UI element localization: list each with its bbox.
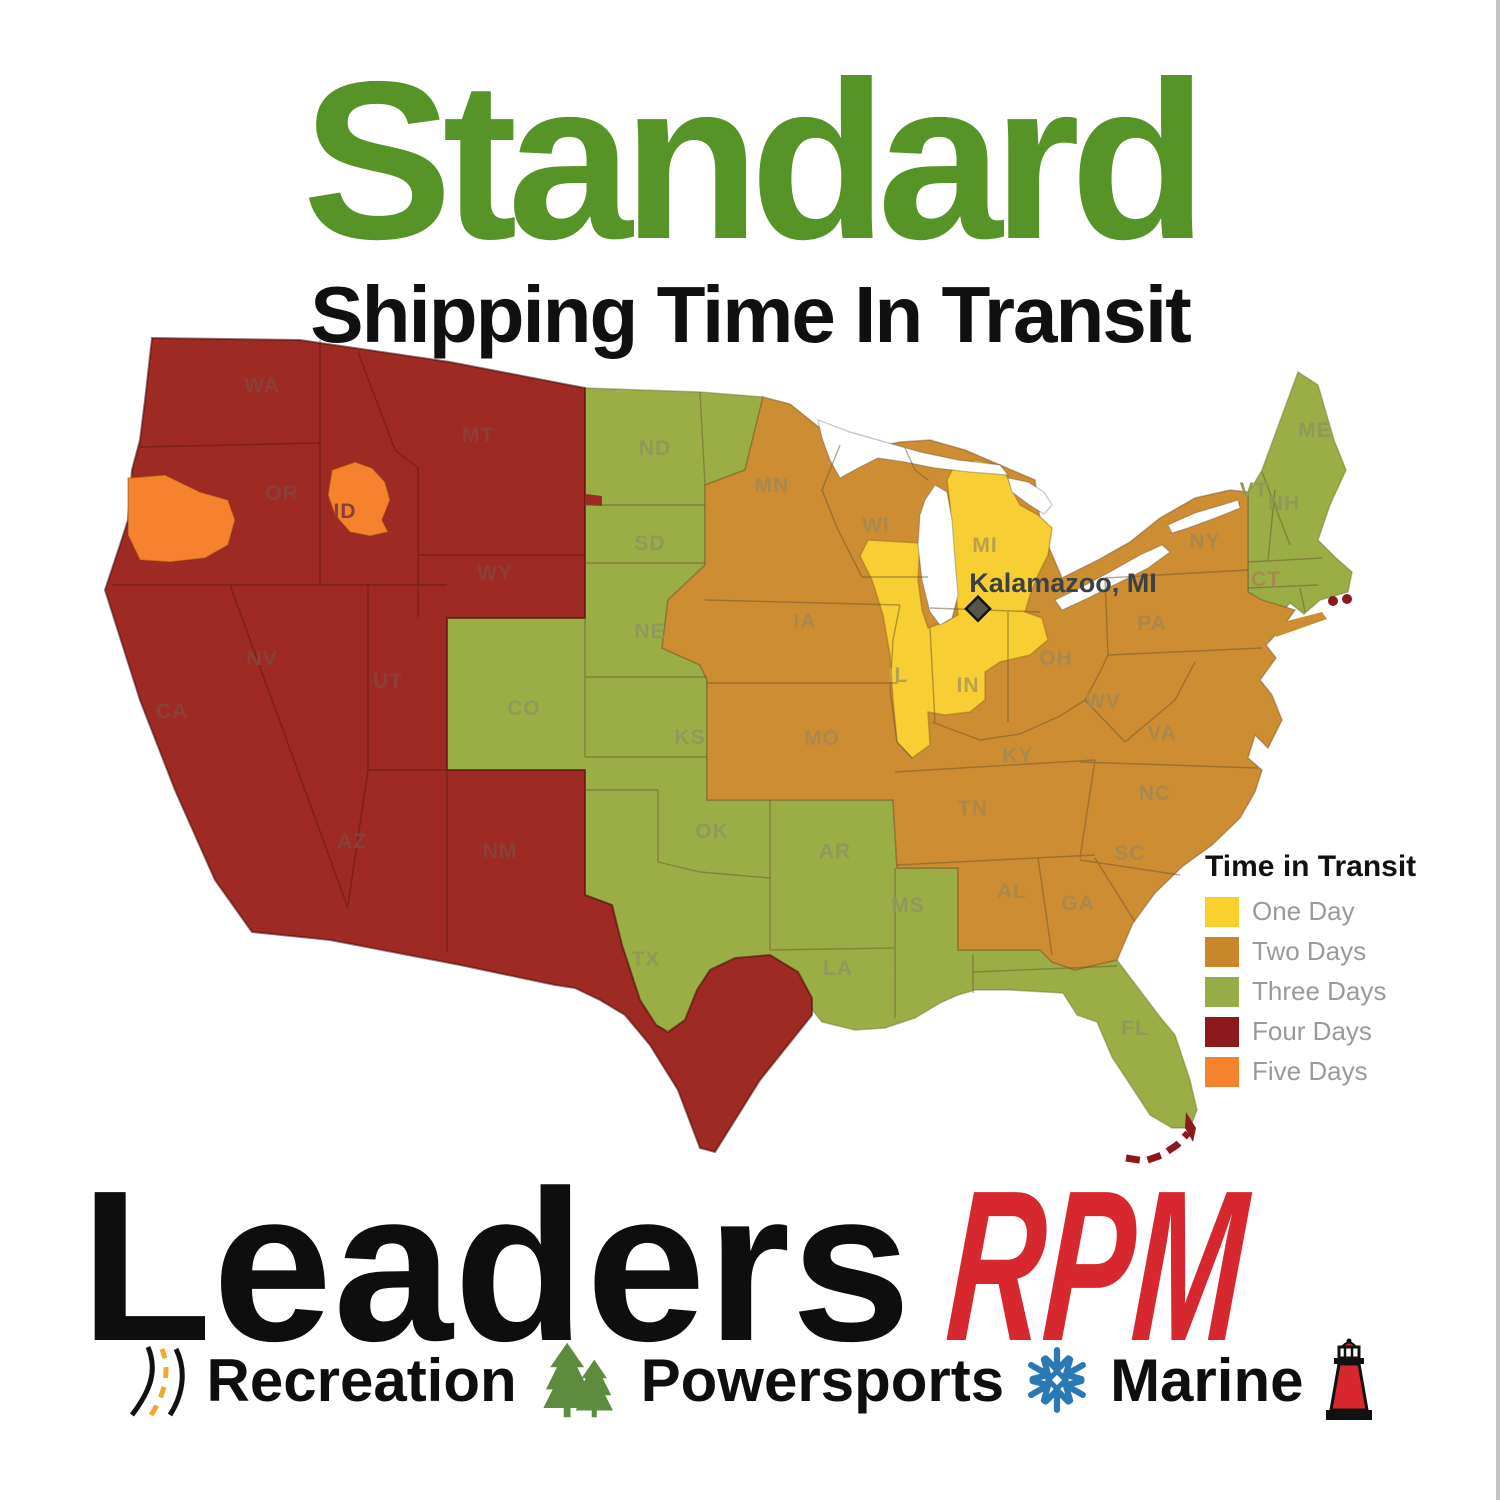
state-label-mi: MI: [972, 534, 997, 557]
right-edge-bar: [1496, 0, 1500, 1500]
legend-item: Five Days: [1205, 1056, 1495, 1087]
state-label-va: VA: [1147, 722, 1177, 745]
legend-swatch: [1205, 936, 1239, 967]
legend-label: Four Days: [1252, 1016, 1372, 1046]
state-label-me: ME: [1298, 419, 1332, 442]
state-label-ar: AR: [819, 840, 851, 863]
tagline-powersports: Powersports: [640, 1346, 1005, 1414]
state-label-id: ID: [334, 500, 357, 523]
state-label-nd: ND: [639, 437, 671, 460]
title-block: Standard Shipping Time In Transit: [0, 48, 1500, 355]
state-label-nm: NM: [483, 840, 518, 863]
state-label-tn: TN: [958, 797, 988, 820]
state-borders-east: [584, 391, 1323, 1018]
state-label-al: AL: [997, 880, 1027, 903]
nantucket-island: [1342, 594, 1352, 604]
lake-michigan: [917, 484, 959, 626]
zone-four-days: [103, 336, 813, 1154]
state-label-tx: TX: [632, 948, 661, 971]
legend-items: One Day Two Days Three Days Four Days Five D…: [1205, 896, 1495, 1087]
state-label-la: LA: [823, 957, 853, 980]
pine-trees-icon: [543, 1342, 613, 1418]
state-label-oh: OH: [1039, 647, 1073, 670]
brand-company: Leaders: [80, 1145, 912, 1386]
legend: Time in Transit One Day Two Days Three Day…: [1205, 850, 1495, 1096]
legend-label: Five Days: [1252, 1056, 1368, 1086]
state-label-or: OR: [265, 482, 299, 505]
brand-logo: Leaders RPM: [0, 1145, 1500, 1386]
lighthouse-icon: [1326, 1338, 1373, 1420]
legend-swatch: [1205, 1056, 1239, 1087]
lake-ontario: [1167, 499, 1241, 534]
state-label-mo: MO: [804, 727, 840, 750]
legend-item: Two Days: [1205, 936, 1495, 967]
state-label-ks: KS: [674, 726, 705, 749]
legend-label: One Day: [1252, 896, 1355, 926]
origin-marker-diamond: [964, 594, 992, 623]
brand-tagline: Recreation Powersports Marine: [0, 1338, 1500, 1422]
state-label-ca: CA: [156, 700, 188, 723]
legend-item: Three Days: [1205, 976, 1495, 1007]
title-subtitle: Shipping Time In Transit: [310, 270, 1192, 359]
state-label-il: IL: [888, 664, 909, 687]
zone-two-days-long-island: [1272, 612, 1327, 637]
origin-label: Kalamazoo, MI: [969, 568, 1157, 598]
lake-huron: [1007, 477, 1053, 515]
state-label-wy: WY: [477, 562, 513, 585]
state-label-nv: NV: [246, 647, 277, 670]
road-icon: [129, 1346, 185, 1417]
legend-item: One Day: [1205, 896, 1495, 927]
state-label-pa: PA: [1137, 612, 1167, 635]
state-label-wi: WI: [862, 514, 890, 537]
state-label-in: IN: [957, 674, 980, 697]
zone-four-days-nd-notch: [586, 494, 602, 506]
tagline-recreation: Recreation: [206, 1346, 517, 1414]
state-label-sd: SD: [634, 532, 665, 555]
state-label-ut: UT: [373, 670, 403, 693]
zone-five-days-idaho: [327, 461, 391, 537]
state-labels-group: WA MT OR ID WY NV UT CA AZ NM ND SD NE KS CO OK TX AR LA MS…: [156, 374, 1332, 1040]
state-label-co: CO: [507, 697, 541, 720]
marthas-vineyard-island: [1328, 596, 1338, 606]
legend-swatch: [1205, 896, 1239, 927]
legend-item: Four Days: [1205, 1016, 1495, 1047]
state-label-sc: SC: [1114, 842, 1145, 865]
state-label-nh: NH: [1268, 492, 1300, 515]
miami-coast-sliver: [1185, 1112, 1196, 1142]
title-main: Standard: [302, 34, 1207, 286]
florida-keys: [1125, 1130, 1191, 1165]
lake-superior: [817, 419, 1010, 479]
zone-five-days-oregon: [127, 474, 236, 563]
state-label-mn: MN: [755, 474, 790, 497]
state-label-fl: FL: [1121, 1017, 1149, 1040]
state-label-ne: NE: [634, 620, 665, 643]
state-label-az: AZ: [337, 830, 367, 853]
legend-label: Two Days: [1252, 936, 1367, 966]
tagline-marine: Marine: [1110, 1346, 1304, 1414]
state-label-ga: GA: [1061, 892, 1095, 915]
state-label-ky: KY: [1002, 744, 1033, 767]
legend-swatch: [1205, 976, 1239, 1007]
state-borders-west: [112, 340, 585, 952]
state-label-mt: MT: [462, 424, 494, 447]
state-label-ny: NY: [1189, 530, 1220, 553]
legend-label: Three Days: [1252, 976, 1387, 1006]
legend-swatch: [1205, 1016, 1239, 1047]
legend-title: Time in Transit: [1205, 850, 1417, 883]
state-label-ms: MS: [891, 894, 925, 917]
state-label-ok: OK: [695, 820, 729, 843]
state-label-vt: VT: [1240, 479, 1269, 502]
snowflake-icon: [1028, 1347, 1087, 1413]
state-label-ct: CT: [1251, 568, 1281, 591]
state-label-ia: IA: [794, 610, 817, 633]
state-label-wa: WA: [244, 374, 280, 397]
state-label-wv: WV: [1085, 690, 1121, 713]
state-label-nc: NC: [1139, 782, 1171, 805]
